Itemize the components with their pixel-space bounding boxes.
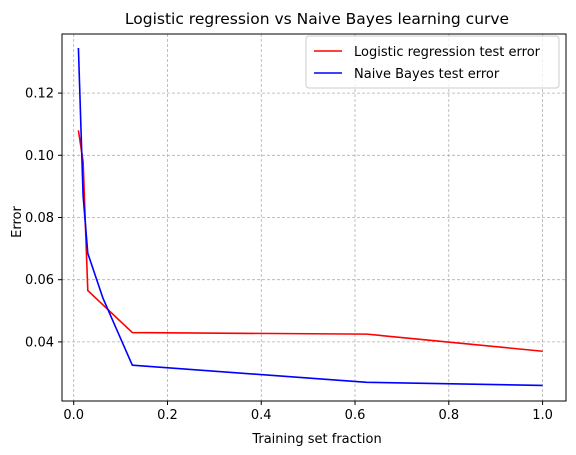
grid-lines — [62, 34, 566, 401]
legend-box — [305, 35, 560, 89]
legend: Logistic regression test error Naive Bay… — [305, 35, 560, 89]
y-tick-label: 0.12 — [25, 87, 54, 102]
legend-label-logistic: Logistic regression test error — [354, 45, 541, 60]
series-line-naive-bayes — [77, 47, 543, 387]
chart-title: Logistic regression vs Naive Bayes learn… — [125, 10, 509, 28]
x-tick-label: 0.4 — [251, 408, 272, 423]
y-axis-label: Error — [10, 206, 25, 238]
y-tick-label: 0.06 — [25, 273, 54, 288]
x-axis-ticks: 0.0 0.2 0.4 0.6 0.8 1.0 — [63, 401, 553, 423]
x-axis-label: Training set fraction — [251, 432, 381, 447]
x-tick-label: 1.0 — [532, 408, 553, 423]
y-tick-label: 0.08 — [25, 211, 54, 226]
y-tick-label: 0.10 — [25, 149, 54, 164]
x-tick-label: 0.0 — [63, 408, 84, 423]
legend-label-naive-bayes: Naive Bayes test error — [354, 67, 500, 82]
y-axis-ticks: 0.04 0.06 0.08 0.10 0.12 — [25, 87, 62, 350]
y-tick-label: 0.04 — [25, 335, 54, 350]
x-tick-label: 0.8 — [438, 408, 459, 423]
x-tick-label: 0.6 — [345, 408, 366, 423]
x-tick-label: 0.2 — [157, 408, 178, 423]
series-lines — [77, 47, 543, 387]
